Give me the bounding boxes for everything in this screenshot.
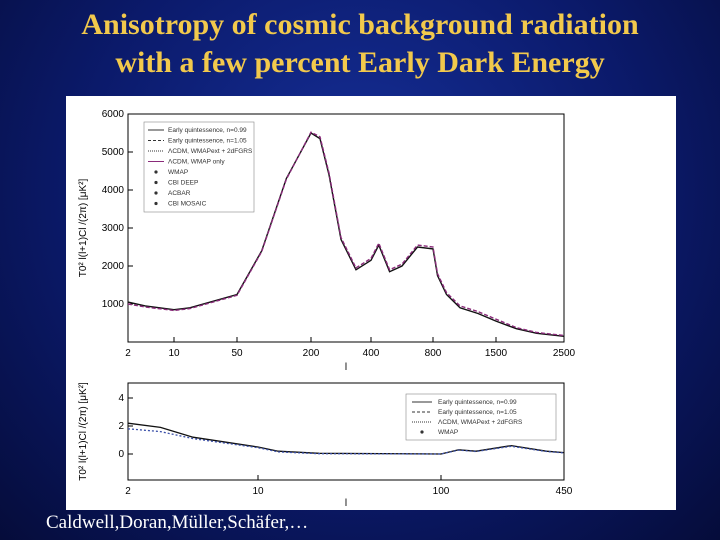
panel1-legend	[143, 121, 255, 213]
figure-panel: 2 10 50 200 400 800 1500 2500 1000 2000 3000 4000 50…	[66, 96, 676, 510]
panel2-ytick-label: 4	[118, 393, 124, 404]
panel2-ytick-label: 0	[118, 449, 124, 460]
panel1-xtick-label: 1500	[485, 348, 508, 359]
panel1-xtick-label: 2500	[553, 348, 576, 359]
panel1-legend-swatch	[154, 191, 158, 195]
panel2-ytick-label: 2	[118, 421, 124, 432]
panel1-xtick-label: 200	[303, 348, 320, 359]
panel2-legend-entry: Early quintessence, n=0.99	[438, 399, 517, 406]
panel1-xtick-label: 800	[425, 348, 442, 359]
panel1-legend-entry: Early quintessence, n=0.99	[168, 127, 247, 134]
panel1-ytick-label: 1000	[102, 299, 125, 310]
panel2-xtick-label: 10	[252, 486, 264, 497]
panel1-xtick-label: 2	[125, 348, 131, 359]
panel1-legend-entry: ΛCDM, WMAPext + 2dFGRS	[168, 148, 253, 155]
panel1-legend-swatch	[154, 170, 158, 174]
panel2-legend-entry: Early quintessence, n=1.05	[438, 409, 517, 416]
panel1-ytick-label: 5000	[102, 147, 125, 158]
panel2-xlabel: l	[345, 498, 347, 509]
spectrum-figure: 2 10 50 200 400 800 1500 2500100020003000400050…	[78, 109, 576, 509]
panel2-ylabel: T0² l(l+1)Cl /(2π) [μK²]	[78, 382, 89, 481]
panel1-ytick-label: 2000	[102, 261, 125, 272]
slide-title: Anisotropy of cosmic background radiatio…	[0, 6, 720, 82]
panel2-legend-entry: ΛCDM, WMAPext + 2dFGRS	[438, 419, 523, 426]
panel1-legend-swatch	[154, 180, 158, 185]
panel1-legend-entry: Early quintessence, n=1.05	[168, 138, 247, 145]
panel2-xtick-label: 2	[125, 486, 131, 497]
panel1-legend-entry: ACBAR	[168, 190, 191, 197]
panel2-series-line	[127, 428, 565, 455]
title-line-1: Anisotropy of cosmic background radiatio…	[81, 8, 639, 41]
panel1-ylabel: T0² l(l+1)Cl /(2π) [μK²]	[78, 179, 89, 278]
panel1-xlabel: l	[345, 362, 347, 373]
panel1-xtick-label: 400	[363, 348, 380, 359]
panel2-xtick-label: 100	[433, 486, 450, 497]
author-credit: Caldwell,Doran,Müller,Schäfer,…	[46, 512, 309, 533]
panel2-legend-entry: WMAP	[438, 429, 458, 436]
panel1-legend-entry: CBI MOSAIC	[168, 201, 207, 208]
title-line-2: with a few percent Early Dark Energy	[115, 46, 605, 79]
panel1-xtick-label: 50	[231, 348, 243, 359]
panel1-legend-entry: WMAP	[168, 169, 188, 176]
panel1-legend-entry: ΛCDM, WMAP only	[168, 159, 225, 166]
panel1-legend-swatch	[154, 201, 158, 206]
panel2-frame	[127, 382, 565, 481]
panel1-ytick-label: 3000	[102, 223, 125, 234]
panel1-ytick-label: 4000	[102, 185, 125, 196]
panel1-xtick-label: 10	[168, 348, 180, 359]
panel1-legend-entry: CBI DEEP	[168, 180, 198, 187]
panel2-xtick-label: 450	[556, 486, 573, 497]
panel2-legend-swatch	[420, 430, 424, 434]
panel1-ytick-label: 6000	[102, 109, 125, 120]
panel1-series-line	[127, 131, 565, 337]
